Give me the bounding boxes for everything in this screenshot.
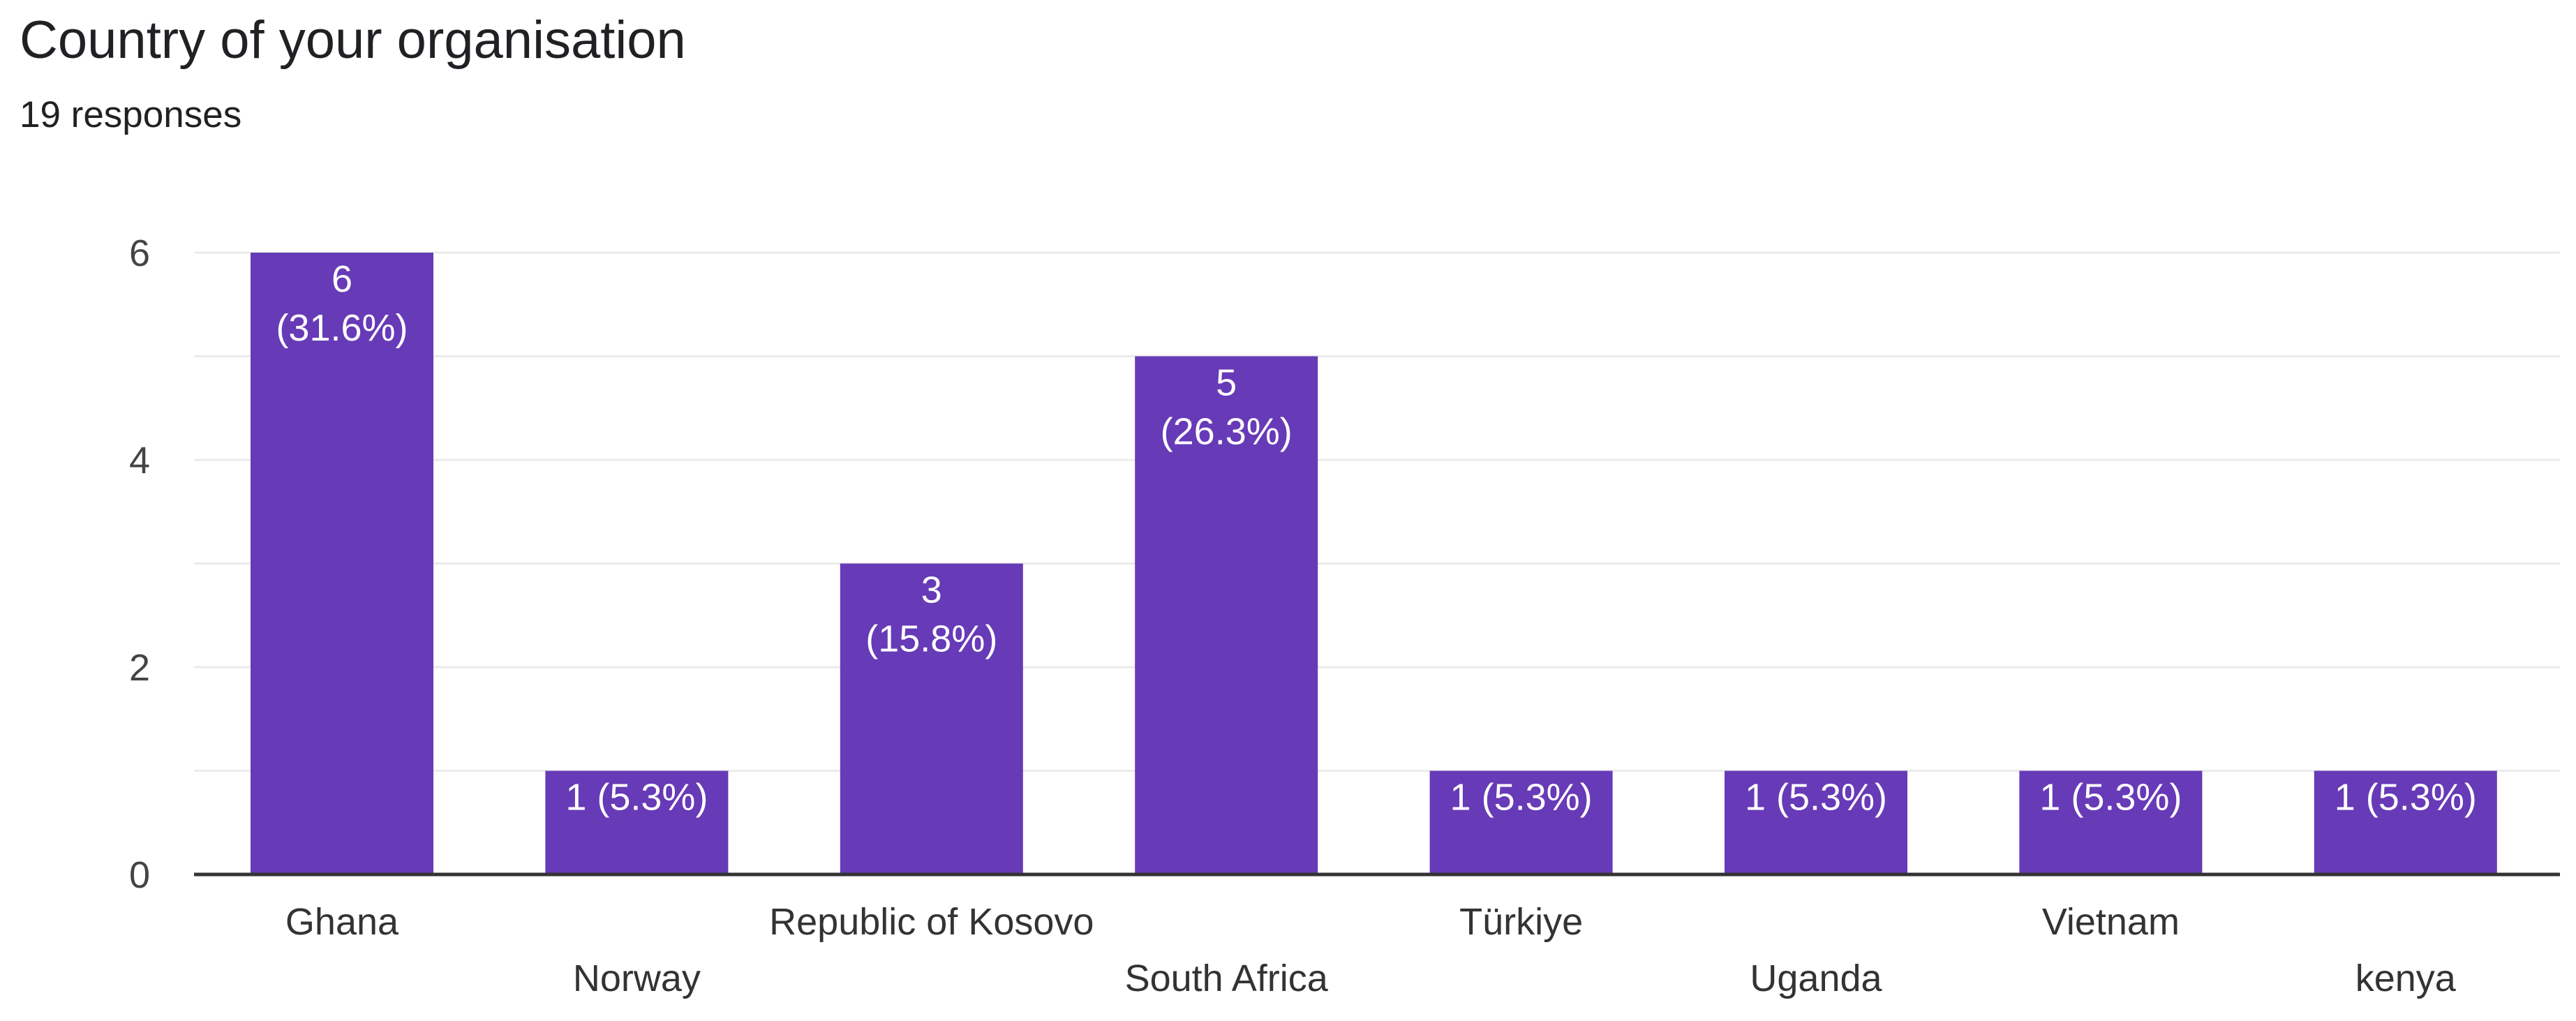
bar [251, 253, 433, 874]
bar-value-label: (26.3%) [1161, 411, 1293, 453]
x-category-label: Norway [573, 957, 701, 999]
bar [2314, 770, 2497, 874]
x-category-label: Ghana [285, 901, 399, 943]
y-tick-label: 4 [129, 440, 150, 482]
y-tick-label: 0 [129, 854, 150, 896]
y-tick-label: 6 [129, 232, 150, 274]
bar-value-label: (31.6%) [276, 307, 408, 349]
question-title: Country of your organisation [20, 10, 686, 70]
bar-value-label: 1 (5.3%) [2335, 777, 2477, 819]
bar [1429, 770, 1613, 874]
bar [2019, 770, 2203, 874]
x-category-label: kenya [2355, 957, 2457, 999]
bar-value-label: 5 [1216, 362, 1237, 404]
bar-value-label: 1 (5.3%) [2039, 777, 2182, 819]
bar [840, 563, 1023, 874]
bar-value-label: 1 (5.3%) [1745, 777, 1887, 819]
bar-value-label: 1 (5.3%) [565, 777, 708, 819]
bar-value-label: 1 (5.3%) [1450, 777, 1593, 819]
x-category-label: Türkiye [1459, 901, 1583, 943]
bar [545, 770, 729, 874]
y-tick-label: 2 [129, 647, 150, 689]
x-category-label: Uganda [1750, 957, 1882, 999]
bar-value-label: (15.8%) [865, 618, 997, 660]
response-count: 19 responses [20, 94, 242, 135]
bar [1725, 770, 1907, 874]
x-category-label: Vietnam [2042, 901, 2180, 943]
x-category-label: South Africa [1125, 957, 1329, 999]
bar-value-label: 3 [921, 569, 942, 611]
bar [1135, 356, 1318, 874]
bar-value-label: 6 [332, 258, 352, 300]
x-category-label: Republic of Kosovo [769, 901, 1094, 943]
